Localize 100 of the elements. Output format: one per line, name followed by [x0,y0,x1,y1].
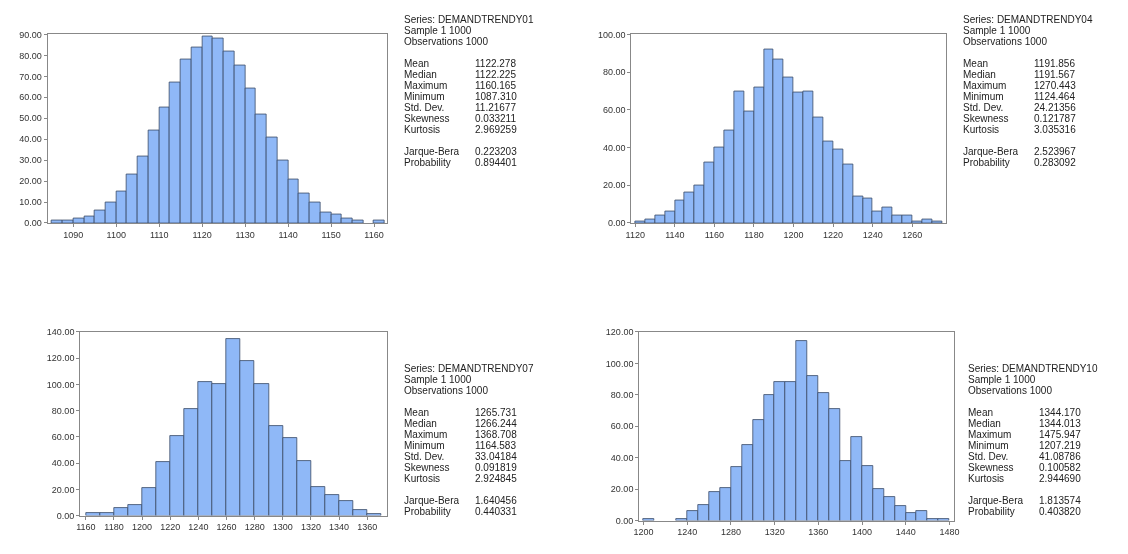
text: 24.21356 [1034,102,1077,113]
x-tick-label: 1180 [744,229,764,240]
text: 1122.278 [475,58,517,69]
y-tick-label: 10.00 [19,197,42,208]
y-tick-label: 90.00 [19,29,42,40]
x-tick-label: 1110 [149,229,169,240]
text: 0.403820 [1039,506,1082,517]
text: Series: DEMANDTRENDY04 [963,14,1093,25]
y-tick-label: 80.00 [19,50,42,61]
text: Series: DEMANDTRENDY01 [404,14,534,25]
text: Kurtosis [968,473,1005,484]
x-tick-label: 1320 [764,527,785,538]
text: 2.969259 [475,124,518,135]
y-tick-label: 80.00 [602,67,626,78]
text: Observations 1000 [963,36,1048,47]
text: Jarque-Bera [963,146,1019,157]
x-tick-label: 1360 [357,522,378,533]
x-tick-label: 1090 [63,229,84,240]
text: Skewness [404,113,450,124]
text: Mean [404,407,430,418]
x-tick-label: 1220 [823,229,844,240]
text: 0.033211 [475,113,517,124]
text: Maximum [404,80,448,91]
y-tick-label: 70.00 [19,71,42,82]
x-tick-label: 1200 [783,229,804,240]
x-tick-label: 1150 [321,229,341,240]
text: 1191.856 [1034,58,1076,69]
x-tick-label: 1300 [272,522,293,533]
y-tick-label: 60.00 [602,105,626,116]
y-tick-label: 120.00 [46,353,75,364]
text: Mean [404,58,430,69]
x-tick-label: 1360 [808,527,829,538]
text: Probability [404,157,451,168]
x-tick-label: 1120 [192,229,212,240]
text: Observations 1000 [968,385,1053,396]
x-tick-label: 1260 [216,522,237,533]
y-tick-label: 0.00 [615,515,634,526]
text: Minimum [404,440,445,451]
text: 1.813574 [1039,495,1082,506]
text: Minimum [968,440,1009,451]
x-tick-label: 1200 [633,527,654,538]
text: 0.091819 [475,462,518,473]
text: Skewness [404,462,450,473]
text: Maximum [404,429,448,440]
text: 0.121787 [1034,113,1077,124]
x-tick-label: 1240 [677,527,698,538]
text: 1344.013 [1039,418,1082,429]
text: 1191.567 [1034,69,1076,80]
x-tick-label: 1480 [939,527,960,538]
y-tick-label: 20.00 [602,180,626,191]
x-tick-label: 1180 [104,522,124,533]
y-tick-label: 0.00 [56,510,75,521]
y-tick-label: 50.00 [19,113,42,124]
text: Series: DEMANDTRENDY10 [968,363,1098,374]
text: Jarque-Bera [404,146,460,157]
text: 0.223203 [475,146,518,157]
text: 2.523967 [1034,146,1077,157]
x-tick-label: 1340 [329,522,350,533]
text: Observations 1000 [404,385,489,396]
text: Jarque-Bera [968,495,1024,506]
y-tick-label: 60.00 [51,432,75,443]
text: 1368.708 [475,429,518,440]
text: Median [968,418,1001,429]
x-tick-label: 1280 [244,522,265,533]
y-tick-label: 60.00 [19,92,42,103]
text: 1475.947 [1039,429,1082,440]
y-tick-label: 40.00 [602,142,626,153]
text: Kurtosis [404,124,441,135]
text: Median [404,69,437,80]
text: Std. Dev. [968,451,1009,462]
text: Std. Dev. [404,102,445,113]
x-tick-label: 1140 [665,229,685,240]
text: Sample 1 1000 [963,25,1031,36]
y-tick-label: 0.00 [607,218,626,229]
y-tick-label: 100.00 [46,379,75,390]
text: 1207.219 [1039,440,1082,451]
text: Std. Dev. [963,102,1004,113]
y-tick-label: 0.00 [24,218,42,229]
text: 0.440331 [475,506,518,517]
text: Probability [968,506,1015,517]
y-tick-label: 20.00 [19,176,42,187]
text: Skewness [963,113,1009,124]
text: Maximum [963,80,1007,91]
text: 1164.583 [475,440,517,451]
text: Mean [968,407,994,418]
text: 1.640456 [475,495,518,506]
y-tick-label: 40.00 [51,458,75,469]
text: Series: DEMANDTRENDY07 [404,363,534,374]
x-tick-label: 1160 [76,522,96,533]
y-tick-label: 100.00 [605,358,634,369]
text: 1344.170 [1039,407,1082,418]
y-tick-label: 40.00 [610,452,634,463]
x-tick-label: 1140 [278,229,298,240]
text: 2.924845 [475,473,518,484]
x-tick-label: 1220 [160,522,181,533]
text: 1266.244 [475,418,518,429]
text: 1270.443 [1034,80,1077,91]
text: Kurtosis [404,473,441,484]
y-tick-label: 80.00 [51,405,75,416]
text: Kurtosis [963,124,1000,135]
